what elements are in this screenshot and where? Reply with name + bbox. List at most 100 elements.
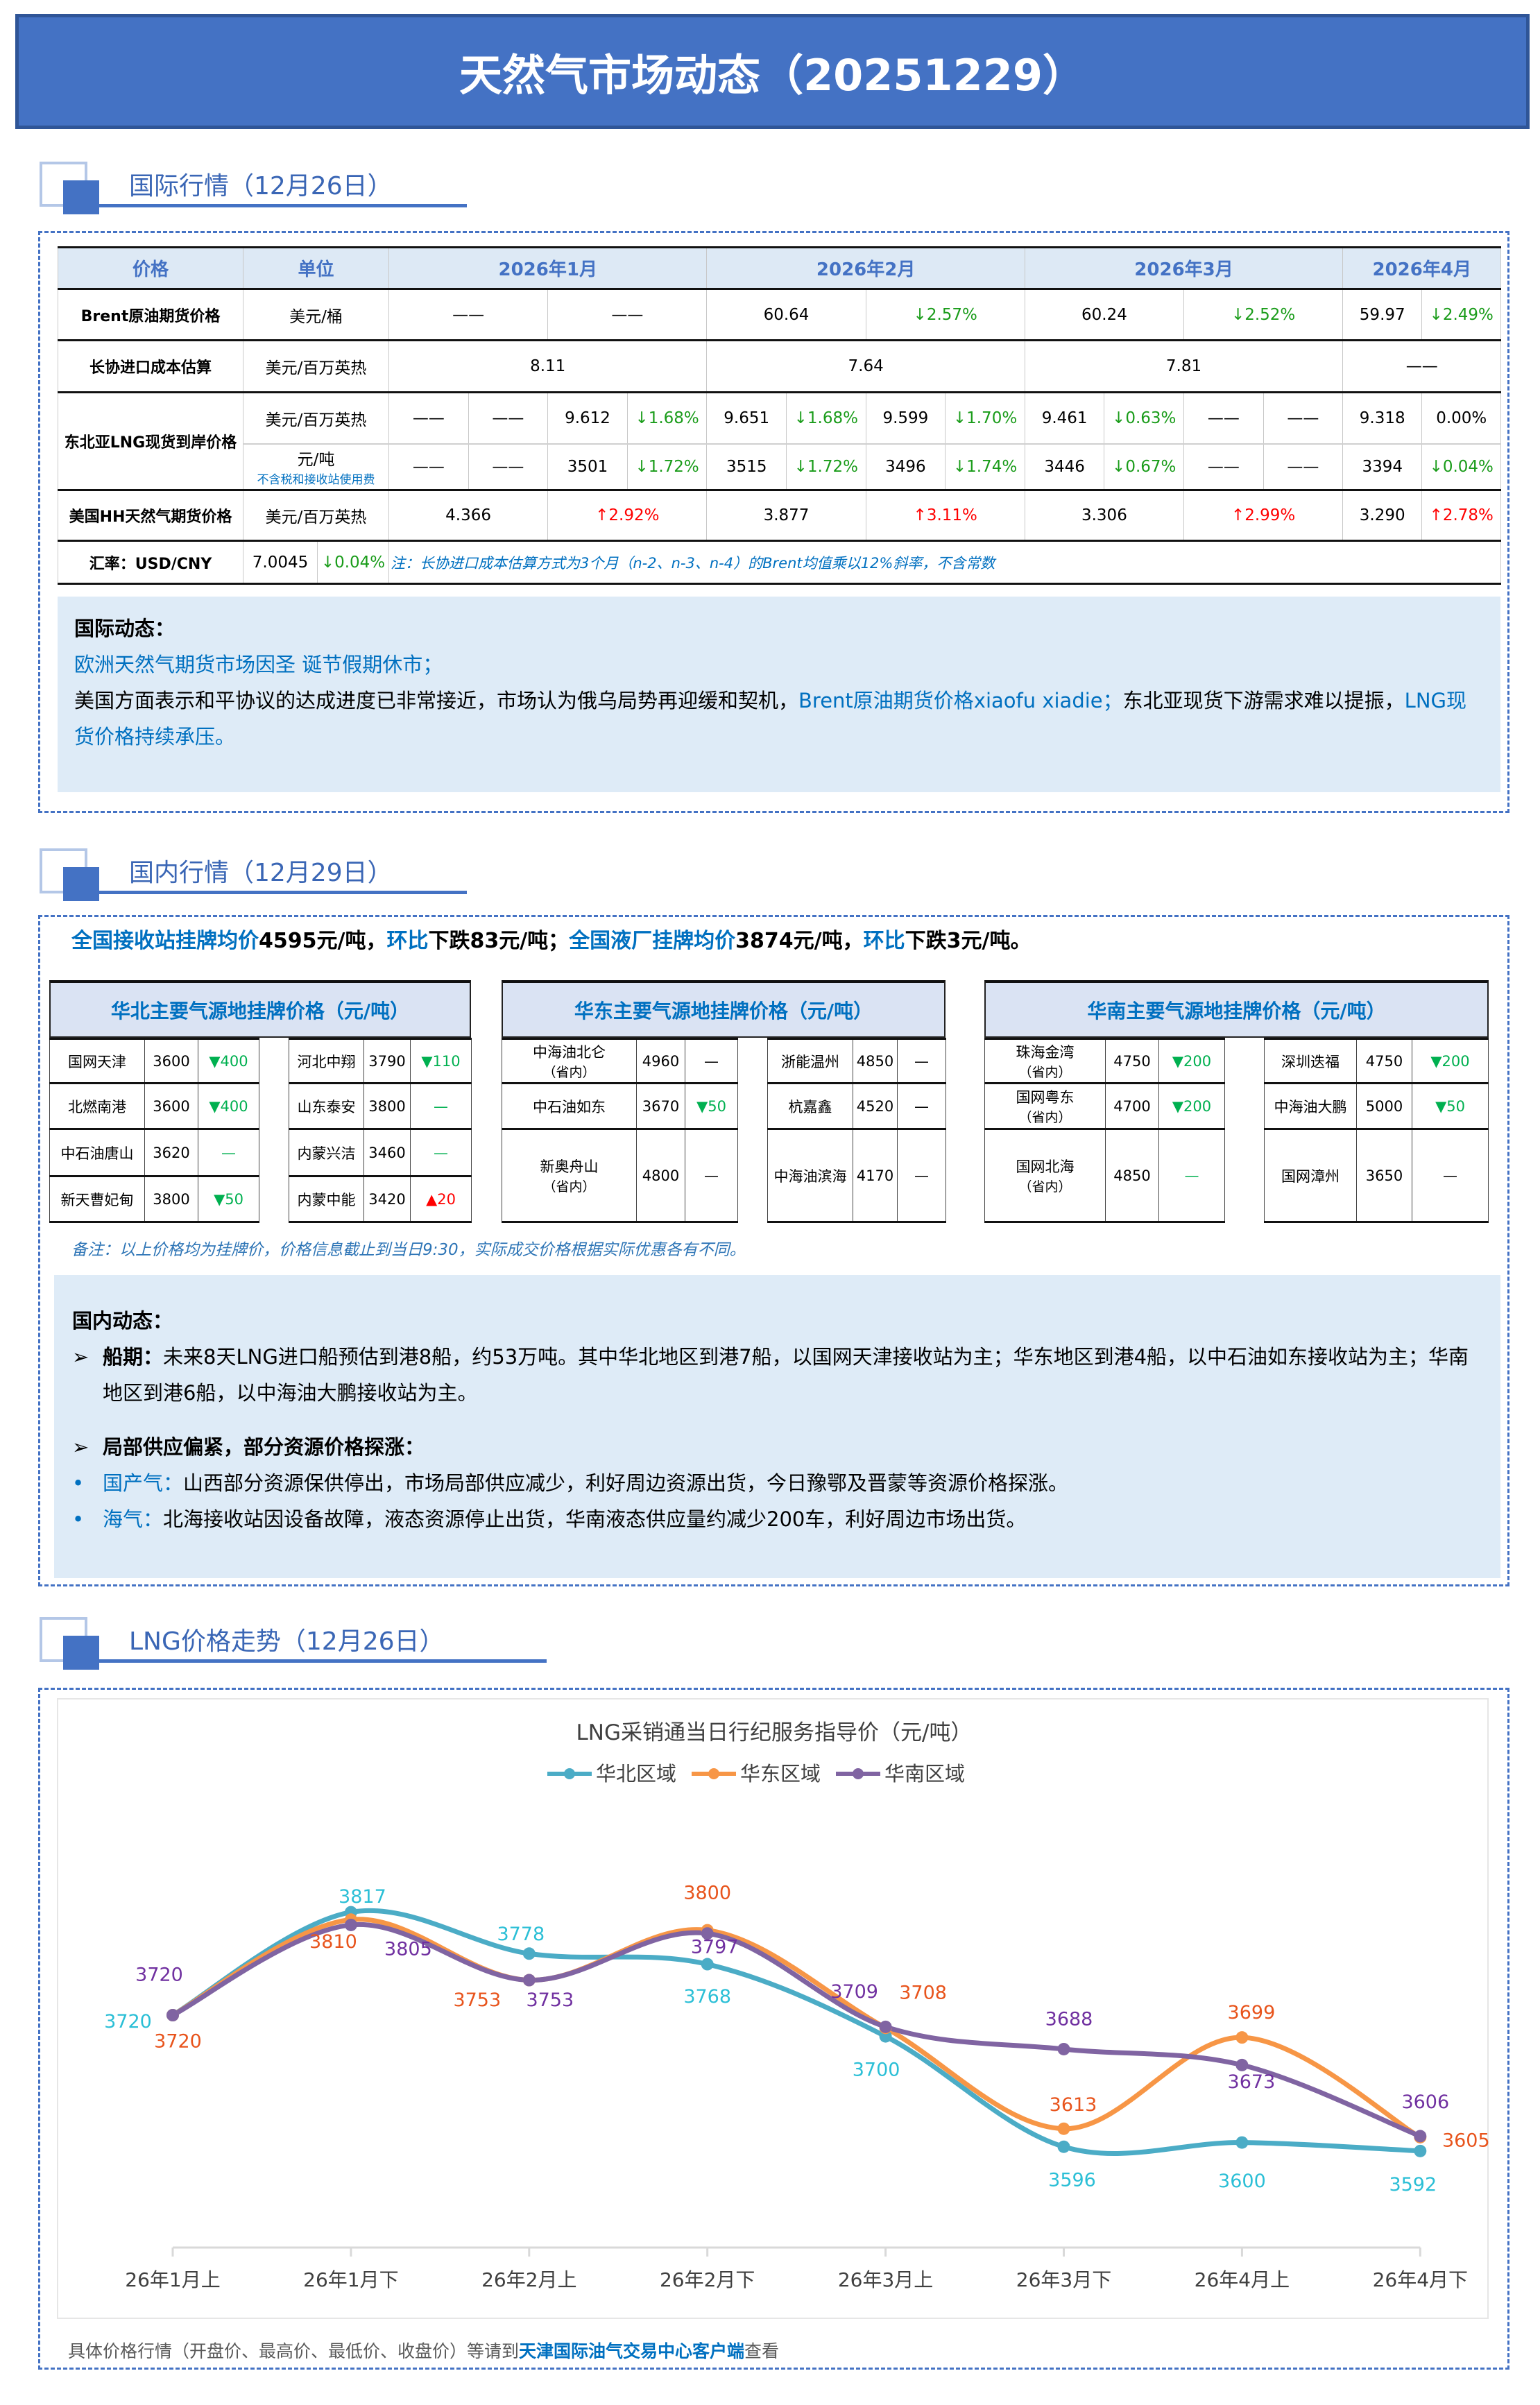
value-cell: 60.24 xyxy=(1024,289,1185,341)
highlight-text: 全国接收站挂牌均价 xyxy=(71,929,259,953)
table-row: 中石油唐山 3620— xyxy=(49,1128,259,1177)
source-price: 4800 xyxy=(636,1128,685,1223)
data-label: 3700 xyxy=(853,2060,900,2081)
highlight-text: 欧洲天然气期货市场因圣 诞节假期休市； xyxy=(74,653,443,676)
region-table: 国网天津 3600 ▼400 北燃南港 3600 ▼400 中石油唐山 3620— 新天曹妃甸 3… xyxy=(49,1038,259,1223)
heading-block-icon xyxy=(63,180,99,214)
data-point xyxy=(1235,2136,1249,2149)
source-price: 4750 xyxy=(1105,1038,1159,1084)
data-point xyxy=(879,2020,892,2033)
table-row: 新奥舟山 （省内） 4800— xyxy=(502,1128,738,1223)
x-tick-label: 26年1月下 xyxy=(303,2268,398,2291)
value-cell: —— xyxy=(1263,443,1344,490)
page-header: 天然气市场动态（20251229） xyxy=(15,14,1530,129)
source-change: ▼110 xyxy=(410,1038,472,1084)
unit-cell: 美元/桶 xyxy=(242,289,390,341)
table-row: 中海油滨海 4170— xyxy=(767,1128,946,1223)
value-cell: 9.612 xyxy=(547,392,628,444)
legend-label: 华东区域 xyxy=(740,1762,821,1786)
section-title: 国际行情（12月26日） xyxy=(129,172,393,200)
row-label: 美国HH天然气期货价格 xyxy=(58,490,243,541)
value-cell: 9.651 xyxy=(706,392,787,444)
chart-container: LNG采销通当日行纪服务指导价（元/吨） 华北区域 华东区域 华南区域 26年1月上 26… xyxy=(57,1698,1490,2319)
unit-cell: 元/吨 不含税和接收站使用费 xyxy=(242,443,390,490)
series-line xyxy=(170,1917,1423,2140)
source-change: — xyxy=(1412,1128,1489,1223)
value-cell: 9.318 xyxy=(1342,392,1423,444)
heading-block-icon xyxy=(63,1636,99,1670)
highlight-text: LNG现货价格持续承压。 xyxy=(74,689,1466,748)
source-price: 3600 xyxy=(144,1082,198,1130)
text-segment: 未来8天LNG进口船预估到港8船，约53万吨。其中华北地区到港7船，以国网天津接… xyxy=(103,1345,1469,1405)
fx-change: ↓0.04% xyxy=(316,540,390,584)
region-table: 中海油北仑 （省内） 4960— 中石油如东 3670 ▼50 新奥舟山 （省内） 4800— xyxy=(502,1038,738,1223)
source-price: 3790 xyxy=(363,1038,411,1084)
value-cell: ↑3.11% xyxy=(865,490,1025,541)
series-line xyxy=(170,1922,1423,2139)
source-change: ▲20 xyxy=(410,1175,472,1223)
source-name: 内蒙中能 xyxy=(289,1175,364,1223)
source-price: 4700 xyxy=(1105,1082,1159,1130)
column-header: 2026年1月 xyxy=(388,247,708,289)
fx-note: 注：长协进口成本估算方式为3个月（n-2、n-3、n-4）的Brent均值乘以1… xyxy=(388,540,1502,584)
source-change: — xyxy=(685,1128,738,1223)
value-cell: 3446 xyxy=(1024,443,1105,490)
source-price: 5000 xyxy=(1356,1082,1412,1130)
data-label: 3810 xyxy=(309,1931,357,1953)
data-label: 3605 xyxy=(1442,2130,1490,2151)
text-segment: 局部供应偏紧，部分资源价格探涨： xyxy=(103,1435,425,1459)
x-tick-label: 26年4月下 xyxy=(1373,2268,1468,2291)
data-point xyxy=(1235,2031,1249,2044)
source-name: 新天曹妃甸 xyxy=(49,1175,145,1223)
data-label: 3606 xyxy=(1401,2091,1449,2113)
trend-panel xyxy=(38,1688,1509,2370)
intl-price-table: 价格 单位 2026年1月 2026年2月 2026年3月 2026年4月 Brent原油期… xyxy=(58,246,1502,585)
value-cell: 3.306 xyxy=(1024,490,1185,541)
source-price: 4850 xyxy=(853,1038,898,1084)
source-sub: （省内） xyxy=(542,1065,596,1080)
intl-news-panel: 国际动态： 欧洲天然气期货市场因圣 诞节假期休市； 美国方面表示和平协议的达成进度已… xyxy=(58,597,1500,792)
value-cell: 60.64 xyxy=(706,289,866,341)
table-row: 美国HH天然气期货价格 美元/百万英热 4.366 ↑2.92% 3.877 ↑3.11%… xyxy=(58,490,1502,541)
source-change: — xyxy=(897,1128,946,1223)
page-title: 天然气市场动态（20251229） xyxy=(459,50,1086,101)
table-row: 国网粤东 （省内） 4700 ▼200 xyxy=(984,1082,1225,1130)
value-cell: 59.97 xyxy=(1342,289,1423,341)
price-note: 备注：以上价格均为挂牌价，价格信息截止到当日9:30，实际成交价格根据实际优惠各… xyxy=(71,1241,746,1259)
text-segment: 船期： xyxy=(103,1345,164,1369)
text-segment: 3874元/吨， xyxy=(735,929,864,953)
arrow-bullet-icon: ➢ xyxy=(72,1345,89,1369)
domestic-summary: 全国接收站挂牌均价4595元/吨，环比下跌83元/吨；全国液厂挂牌均价3874元… xyxy=(71,926,1031,957)
news-paragraph: 欧洲天然气期货市场因圣 诞节假期休市； xyxy=(74,647,1484,683)
value-cell: 3.877 xyxy=(706,490,866,541)
source-sub: （省内） xyxy=(1018,1110,1072,1125)
value-cell: ↓2.49% xyxy=(1421,289,1502,341)
text-segment: 北海接收站因设备故障，液态资源停止出货，华南液态供应量约减少200车，利好周边市… xyxy=(163,1507,1027,1531)
source-change: ▼50 xyxy=(1412,1082,1489,1130)
data-point xyxy=(701,1927,714,1940)
heading-block-icon xyxy=(63,867,99,901)
value-cell: 8.11 xyxy=(388,340,708,393)
source-change: — xyxy=(897,1082,946,1130)
region-table: 深圳迭福 4750 ▼200 中海油大鹏 5000 ▼50 国网漳州 3650— xyxy=(1264,1038,1489,1223)
region-title: 华东主要气源地挂牌价格（元/吨） xyxy=(502,980,946,1038)
value-cell: —— xyxy=(388,289,549,341)
x-tick-label: 26年2月上 xyxy=(481,2268,576,2291)
table-row: 中石油如东 3670 ▼50 xyxy=(502,1082,738,1130)
source-price: 3600 xyxy=(144,1038,198,1084)
source-name: 中石油唐山 xyxy=(49,1128,145,1177)
legend-marker xyxy=(853,1768,864,1779)
value-cell: —— xyxy=(388,392,469,444)
source-sub: （省内） xyxy=(1018,1179,1072,1195)
value-cell: 4.366 xyxy=(388,490,549,541)
domestic-panel xyxy=(38,915,1509,1586)
region-title: 华南主要气源地挂牌价格（元/吨） xyxy=(984,980,1489,1038)
value-cell: 7.64 xyxy=(706,340,1025,393)
region-table: 浙能温州 4850— 杭嘉鑫 4520— 中海油滨海 4170— xyxy=(767,1038,946,1223)
value-cell: ↓1.72% xyxy=(626,443,708,490)
value-cell: 3496 xyxy=(865,443,946,490)
source-name: 内蒙兴洁 xyxy=(289,1128,364,1177)
data-label: 3753 xyxy=(526,1989,574,2011)
unit-cell: 美元/百万英热 xyxy=(242,490,390,541)
value-cell: 3.290 xyxy=(1342,490,1423,541)
